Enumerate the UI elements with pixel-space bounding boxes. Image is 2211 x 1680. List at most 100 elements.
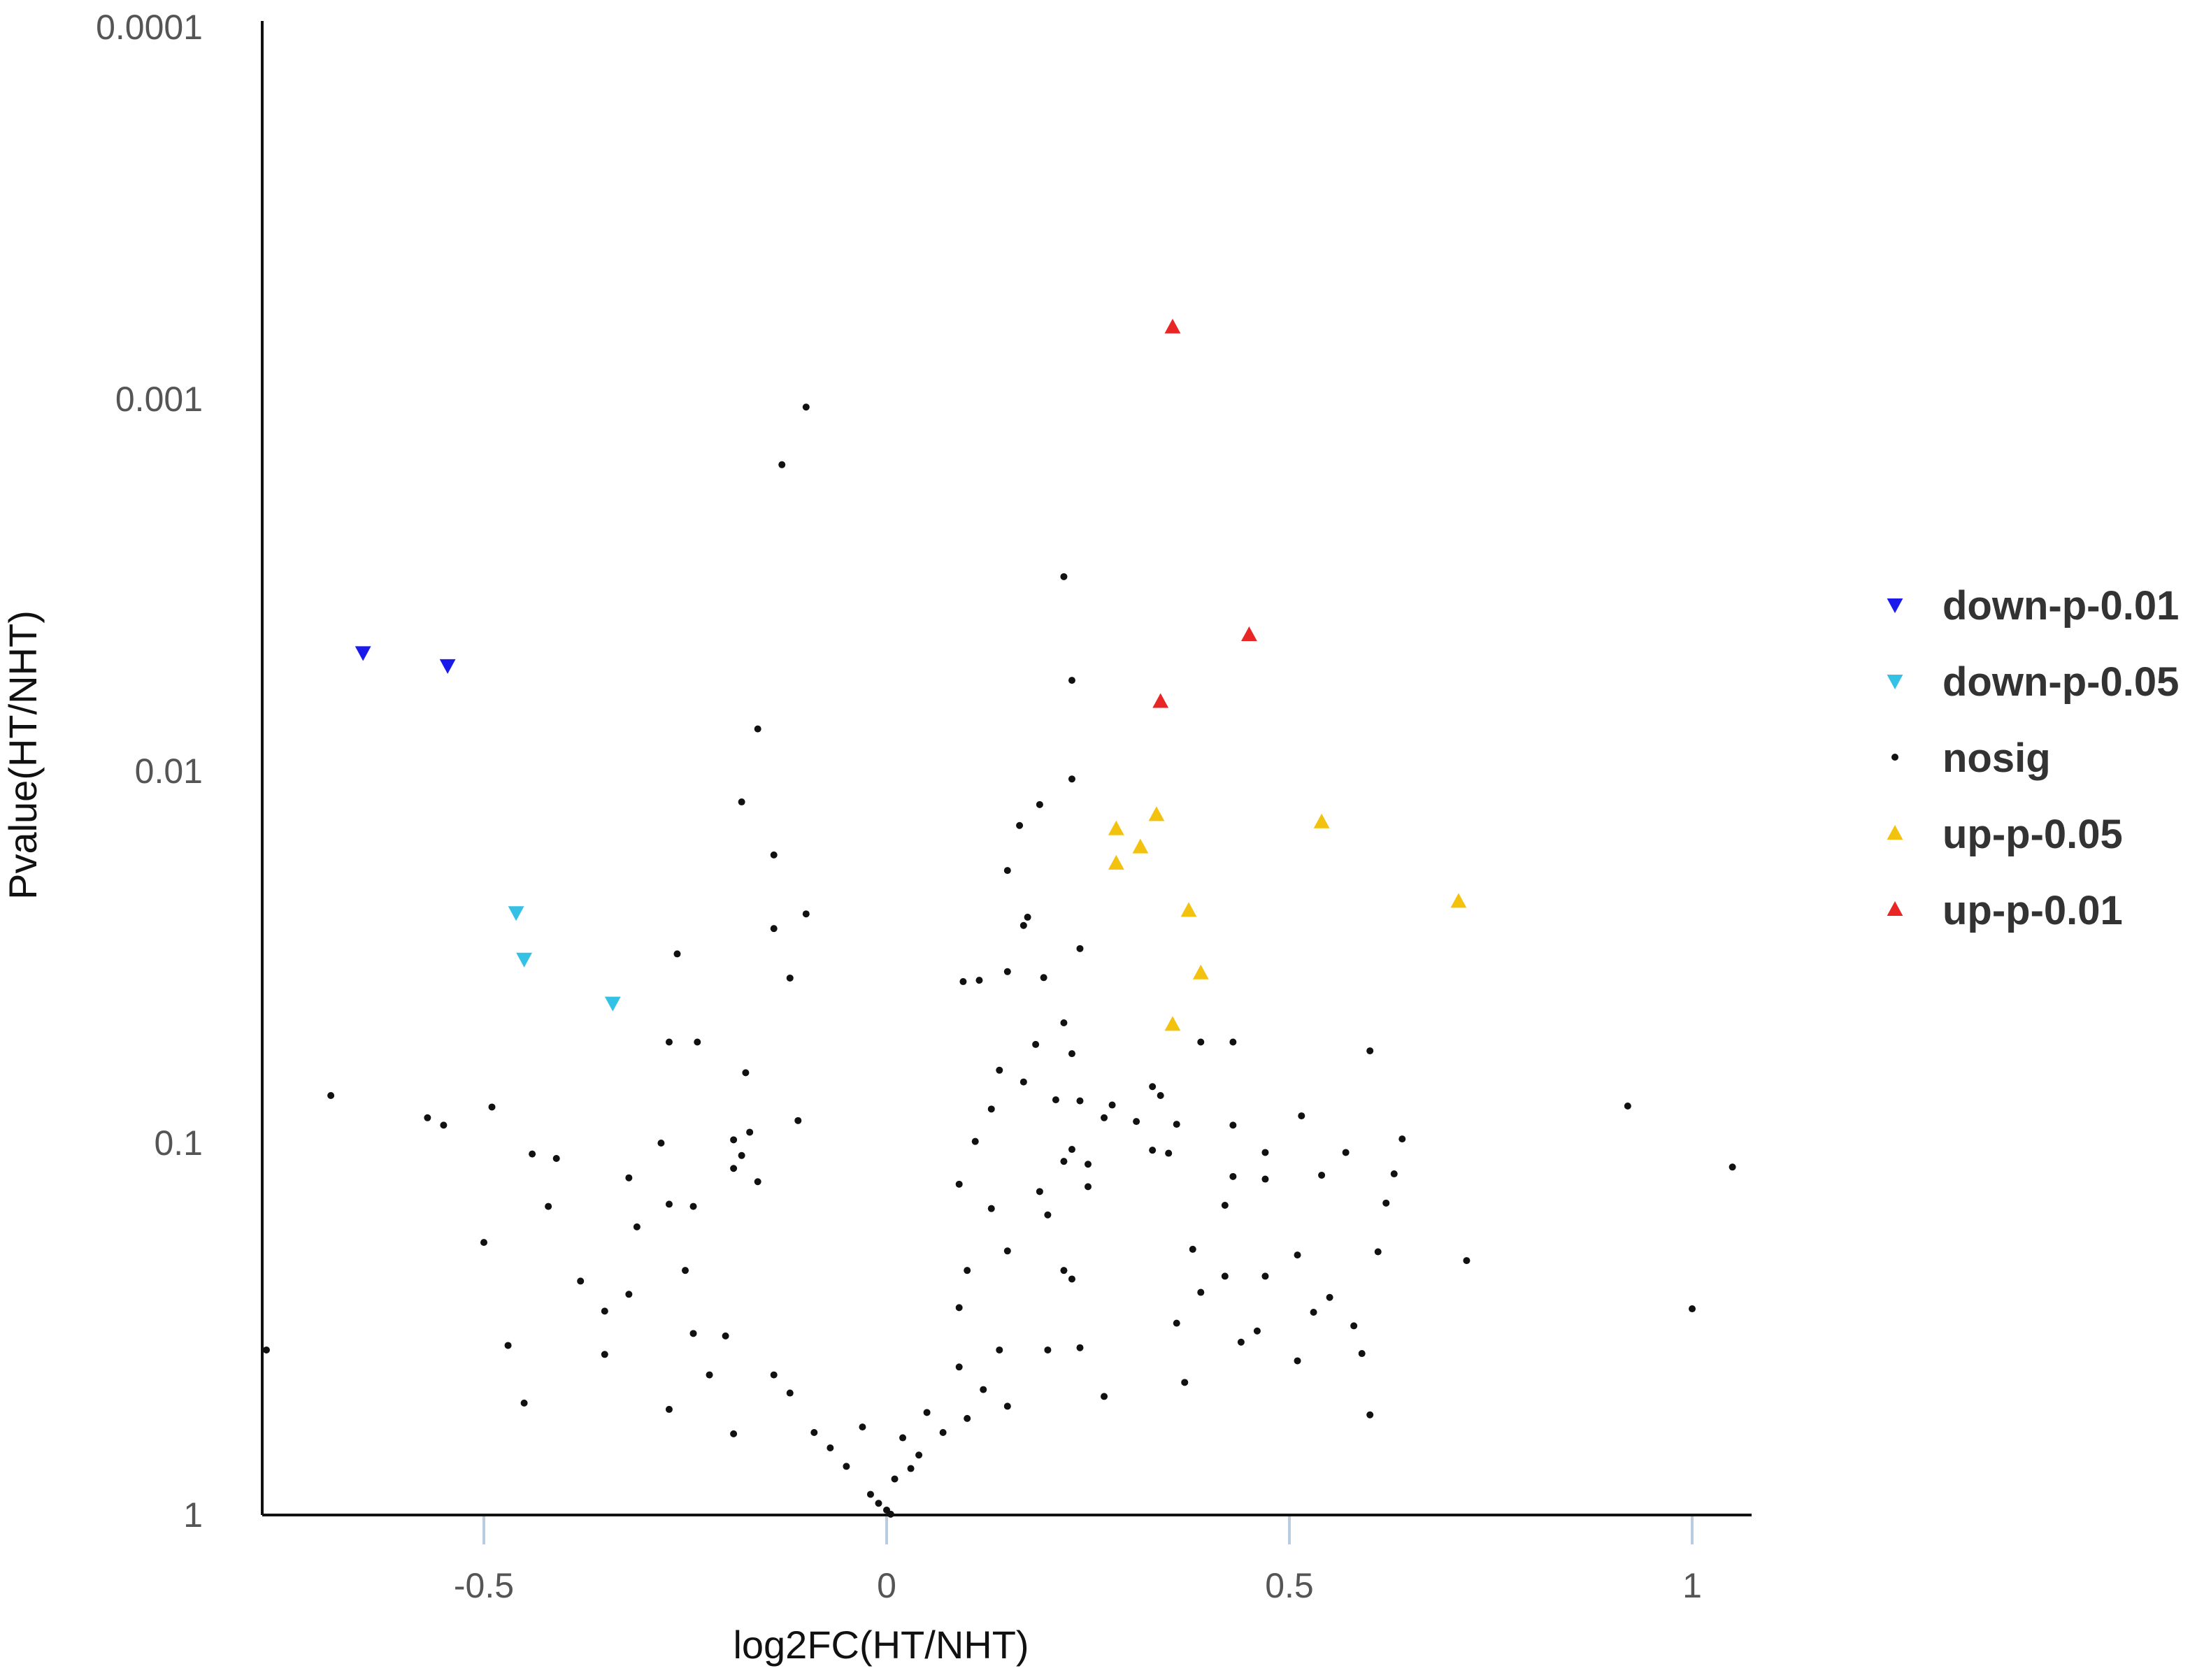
point-nosig [1068, 1050, 1075, 1058]
point-nosig [625, 1174, 633, 1182]
point-nosig [939, 1428, 947, 1436]
point-nosig [1003, 867, 1011, 875]
point-nosig [1221, 1272, 1229, 1280]
legend: down-p-0.01 down-p-0.05 nosig up-p-0.05 up-p… [1887, 583, 2179, 933]
point-nosig [907, 1465, 915, 1472]
point-nosig [980, 1386, 987, 1393]
point-nosig [1133, 1118, 1140, 1126]
point-nosig [827, 1444, 834, 1451]
point-nosig [996, 1066, 1003, 1074]
x-tick-label: 0 [877, 1566, 896, 1605]
point-nosig [1068, 1275, 1075, 1283]
point-nosig [810, 1428, 818, 1436]
point-nosig [778, 461, 786, 468]
x-axis-ticks: -0.5 0 0.5 1 [454, 1516, 1702, 1605]
point-nosig [1076, 945, 1084, 952]
point-nosig [1229, 1038, 1237, 1046]
point-nosig [1019, 1078, 1027, 1086]
point-nosig [1060, 1267, 1068, 1275]
point-nosig [899, 1434, 907, 1442]
point-nosig [1366, 1047, 1374, 1055]
point-nosig [786, 1389, 794, 1397]
point-nosig [1036, 800, 1043, 808]
point-nosig [1318, 1171, 1326, 1179]
point-nosig [955, 1180, 963, 1188]
point-nosig [964, 1267, 971, 1275]
point-nosig [1068, 1146, 1075, 1154]
point-nosig [1085, 1161, 1092, 1168]
y-tick-label: 0.1 [154, 1123, 203, 1163]
point-nosig [794, 1117, 802, 1124]
point-nosig [1044, 1211, 1052, 1219]
point-nosig [1157, 1091, 1164, 1099]
point-nosig [1326, 1293, 1333, 1301]
point-nosig [1165, 1149, 1173, 1157]
legend-label-up-p-0-05: up-p-0.05 [1942, 812, 2123, 857]
point-nosig [971, 1137, 979, 1145]
x-axis-title: log2FC(HT/NHT) [733, 1623, 1029, 1667]
point-nosig [859, 1423, 866, 1431]
y-tick-label: 0.0001 [96, 8, 203, 47]
x-tick-label: 0.5 [1265, 1566, 1314, 1605]
point-nosig [1016, 821, 1024, 829]
point-nosig [770, 925, 778, 933]
point-nosig [955, 1304, 963, 1312]
point-up-p-0-05 [1450, 893, 1467, 908]
point-nosig [987, 1205, 995, 1212]
point-nosig [1060, 1158, 1068, 1165]
point-nosig [1221, 1202, 1229, 1209]
point-nosig [665, 1200, 673, 1208]
point-nosig [424, 1114, 431, 1121]
point-nosig [601, 1351, 608, 1358]
point-nosig [1060, 1019, 1068, 1027]
point-nosig [1003, 1247, 1011, 1255]
x-tick-label: -0.5 [454, 1566, 514, 1605]
point-nosig [1044, 1346, 1052, 1354]
point-nosig [1019, 921, 1027, 929]
legend-marker-down-p-0-01 [1887, 598, 1903, 613]
point-nosig [1382, 1199, 1390, 1207]
point-nosig [1729, 1163, 1736, 1171]
point-nosig [1374, 1248, 1382, 1256]
point-nosig [1298, 1112, 1305, 1120]
point-nosig [1003, 968, 1011, 975]
legend-marker-down-p-0-05 [1887, 675, 1903, 689]
point-nosig [601, 1307, 608, 1315]
legend-marker-up-p-0-01 [1887, 901, 1903, 916]
point-nosig [488, 1103, 496, 1111]
y-tick-label: 1 [183, 1495, 203, 1535]
point-nosig [545, 1202, 552, 1210]
point-up-p-0-01 [1241, 626, 1257, 642]
point-nosig [1032, 1040, 1040, 1048]
point-nosig [552, 1155, 560, 1163]
point-nosig [1024, 913, 1031, 921]
point-nosig [1108, 1101, 1116, 1109]
legend-marker-nosig [1891, 754, 1898, 761]
point-nosig [1689, 1305, 1696, 1313]
point-nosig [1173, 1121, 1180, 1128]
point-nosig [738, 1151, 745, 1159]
point-nosig [529, 1150, 536, 1158]
point-nosig [964, 1414, 971, 1422]
point-nosig [1181, 1379, 1189, 1386]
point-nosig [786, 974, 794, 982]
point-nosig [754, 725, 761, 733]
point-nosig [577, 1277, 585, 1285]
point-nosig [1052, 1096, 1059, 1104]
point-nosig [1068, 677, 1075, 684]
point-nosig [625, 1291, 633, 1298]
point-nosig [770, 1371, 778, 1379]
point-nosig [1261, 1149, 1269, 1156]
point-down-p-0-01 [355, 646, 371, 661]
point-nosig [875, 1500, 882, 1507]
point-nosig [742, 1069, 750, 1077]
point-nosig [1229, 1121, 1237, 1129]
point-nosig [770, 851, 778, 859]
point-up-p-0-01 [1164, 318, 1181, 333]
point-nosig [996, 1346, 1003, 1354]
point-nosig [923, 1409, 931, 1416]
point-nosig [520, 1399, 528, 1407]
point-nosig [730, 1136, 738, 1144]
point-up-p-0-05 [1108, 820, 1124, 835]
point-nosig [689, 1330, 697, 1337]
